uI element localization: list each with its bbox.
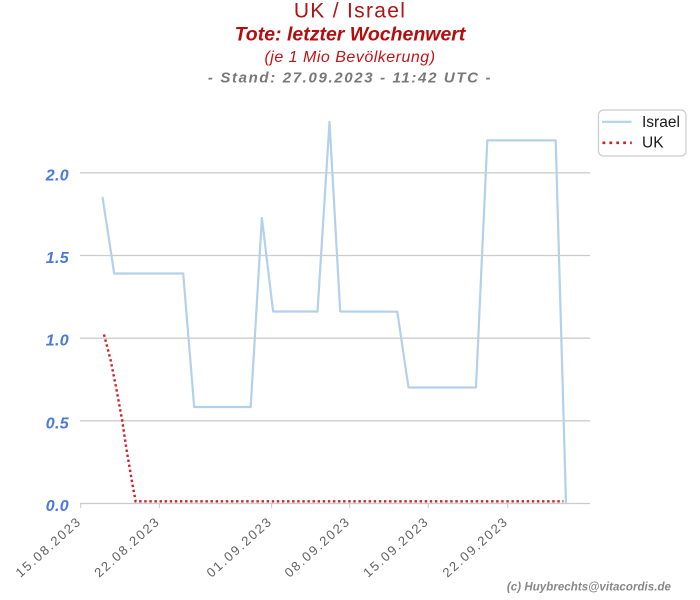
svg-text:UK / Israel: UK / Israel bbox=[294, 0, 406, 23]
svg-text:1.5: 1.5 bbox=[46, 250, 70, 267]
svg-text:2.0: 2.0 bbox=[45, 167, 69, 184]
svg-text:UK: UK bbox=[642, 135, 664, 152]
svg-text:Tote: letzter Wochenwert: Tote: letzter Wochenwert bbox=[235, 24, 467, 46]
svg-text:(je 1 Mio Bevölkerung): (je 1 Mio Bevölkerung) bbox=[264, 49, 435, 66]
svg-text:0.5: 0.5 bbox=[46, 415, 70, 432]
svg-text:1.0: 1.0 bbox=[46, 333, 69, 350]
svg-text:- Stand: 27.09.2023 - 11:42 UT: - Stand: 27.09.2023 - 11:42 UTC - bbox=[208, 69, 492, 86]
svg-text:Israel: Israel bbox=[642, 114, 680, 131]
svg-text:0.0: 0.0 bbox=[46, 498, 69, 515]
svg-text:(c) Huybrechts@vitacordis.de: (c) Huybrechts@vitacordis.de bbox=[507, 581, 672, 593]
